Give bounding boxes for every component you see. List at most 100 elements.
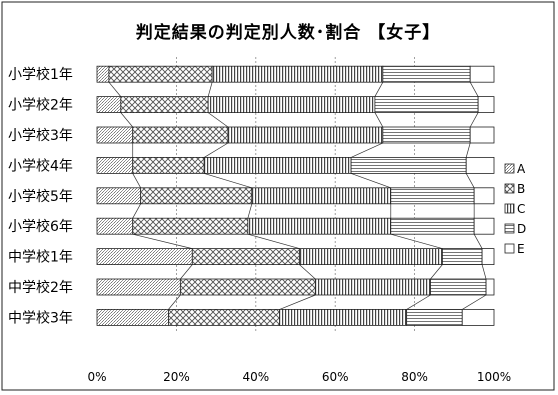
series-line (469, 82, 479, 97)
series-line (430, 264, 443, 280)
bar-B-8 (179, 278, 316, 296)
series-line (350, 173, 391, 189)
series-line (132, 173, 141, 188)
legend-label: A (517, 162, 526, 176)
series-line (132, 233, 193, 249)
bar-D-5 (390, 187, 475, 205)
series-line (374, 112, 384, 128)
bars (96, 65, 495, 326)
legend-label: B (517, 182, 525, 196)
legend-swatch-B (504, 183, 515, 194)
bar-E-6 (473, 217, 495, 235)
bar-C-7 (299, 248, 443, 266)
bar-C-9 (279, 308, 408, 326)
bar-B-6 (132, 217, 249, 235)
bar-A-6 (96, 217, 134, 235)
bar-E-5 (473, 187, 495, 205)
bar-A-4 (96, 156, 134, 174)
series-line (299, 264, 316, 280)
legend-label: C (517, 202, 525, 216)
bar-D-6 (390, 217, 475, 235)
chart-title: 判定結果の判定別人数･割合 【女子】 (136, 22, 440, 43)
series-line (132, 203, 141, 219)
series-line (481, 264, 487, 280)
category-labels: 小学校1年小学校2年小学校3年小学校4年小学校5年小学校6年中学校1年中学校2年… (8, 66, 73, 326)
category-label: 中学校3年 (8, 309, 73, 326)
series-line (204, 173, 252, 189)
bar-A-7 (96, 248, 193, 266)
category-label: 小学校1年 (8, 66, 73, 83)
series-line (374, 82, 384, 97)
bar-A-5 (96, 187, 142, 205)
series-line (350, 142, 383, 158)
series-line (207, 82, 213, 97)
bar-E-2 (477, 96, 495, 113)
category-label: 中学校2年 (8, 279, 73, 296)
bar-C-1 (211, 65, 384, 83)
category-label: 中学校1年 (8, 249, 73, 266)
series-line (204, 142, 229, 158)
series-line (247, 203, 253, 219)
series-line (168, 294, 181, 310)
bar-B-4 (132, 156, 205, 174)
bar-E-4 (465, 156, 495, 174)
bar-B-1 (108, 65, 213, 83)
bar-D-3 (382, 126, 471, 144)
bar-C-3 (227, 126, 384, 144)
bar-D-4 (350, 156, 467, 174)
bar-D-8 (430, 278, 487, 296)
bar-B-5 (140, 187, 253, 205)
series-line (465, 173, 475, 188)
category-label: 小学校3年 (8, 127, 73, 144)
series-line (469, 112, 479, 128)
category-label: 小学校4年 (8, 157, 73, 174)
bar-B-7 (191, 248, 300, 266)
series-line (465, 142, 471, 158)
bar-A-3 (96, 126, 134, 144)
bar-E-3 (469, 126, 495, 144)
series-line (406, 294, 431, 310)
series-line (462, 294, 487, 310)
bar-E-8 (485, 278, 495, 296)
category-label: 小学校6年 (8, 218, 73, 235)
bar-D-9 (406, 308, 463, 326)
legend-swatch-E (504, 243, 515, 254)
series-line (207, 112, 229, 128)
category-label: 小学校5年 (8, 188, 73, 205)
bar-A-9 (96, 308, 169, 326)
bar-B-3 (132, 126, 229, 144)
bar-C-4 (203, 156, 352, 174)
bar-B-9 (168, 308, 281, 326)
series-line (108, 81, 122, 97)
bar-A-2 (96, 96, 122, 113)
bar-C-2 (207, 96, 376, 113)
bar-D-1 (382, 65, 471, 83)
x-tick-label: 100% (477, 370, 511, 384)
bar-D-2 (374, 96, 479, 113)
bar-C-6 (247, 217, 392, 235)
bar-A-8 (96, 278, 181, 296)
legend-label: E (517, 242, 525, 256)
bar-E-7 (481, 248, 495, 266)
bar-C-5 (251, 187, 392, 205)
bar-A-1 (96, 65, 110, 83)
bar-D-7 (441, 248, 483, 266)
legend-swatch-A (504, 163, 515, 174)
series-line (390, 233, 443, 249)
x-tick-label: 60% (322, 370, 349, 384)
x-tick-label: 0% (87, 370, 106, 384)
bar-B-2 (120, 96, 209, 113)
series-line (247, 233, 300, 249)
bar-E-9 (461, 308, 495, 326)
bar-C-8 (314, 278, 431, 296)
x-tick-label: 40% (242, 370, 269, 384)
x-tick-label: 80% (401, 370, 428, 384)
legend-swatch-C (504, 203, 515, 214)
series-line (180, 264, 193, 280)
series-line (120, 112, 133, 128)
bar-E-1 (469, 65, 495, 83)
series-line (473, 234, 483, 249)
series-line (279, 294, 316, 310)
